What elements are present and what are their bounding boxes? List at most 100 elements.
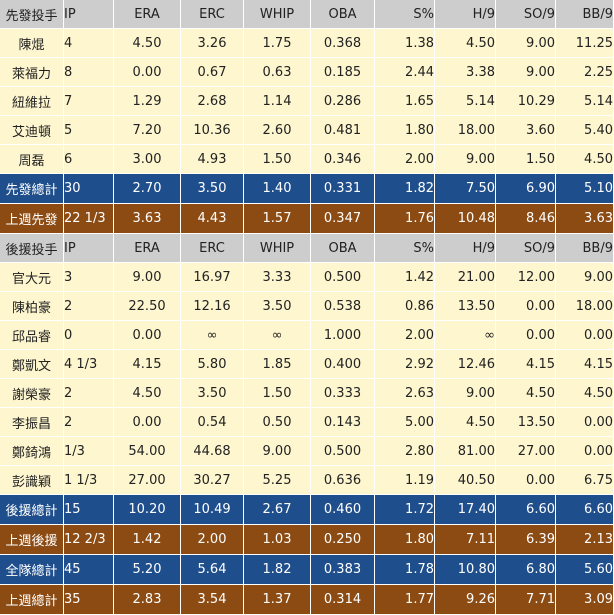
reliever-row-ip-cell: 1 1/3 bbox=[64, 466, 114, 495]
starters-header-row-h9-cell: H/9 bbox=[435, 0, 496, 29]
total-row-era-cell: 2.83 bbox=[114, 585, 181, 615]
starter-row-erc-cell: 10.36 bbox=[181, 116, 244, 145]
reliever-row-bb9-cell: 6.75 bbox=[556, 466, 614, 495]
reliever-row: 鄭錡鴻 1/3 54.00 44.68 9.00 0.500 2.80 81.00 27.00 0… bbox=[0, 437, 614, 466]
total-row-erc-cell: 2.00 bbox=[181, 525, 244, 555]
total-row-so9-cell: 6.39 bbox=[496, 525, 556, 555]
starters-header-row-erc-cell: ERC bbox=[181, 0, 244, 29]
total-row-bb9-cell: 5.60 bbox=[556, 555, 614, 585]
total-row-ip-cell: 45 bbox=[64, 555, 114, 585]
starter-row-ip-cell: 8 bbox=[64, 58, 114, 87]
reliever-row-whip-cell: 1.85 bbox=[244, 350, 311, 379]
reliever-row-ip-cell: 1/3 bbox=[64, 437, 114, 466]
starter-last-week-row-pitcher-cell: 上週先發 bbox=[0, 204, 64, 234]
starters-header-row-so9-cell: SO/9 bbox=[496, 0, 556, 29]
starter-last-week-row-whip-cell: 1.57 bbox=[244, 204, 311, 234]
total-row-ip-cell: 15 bbox=[64, 495, 114, 525]
starters-header-row-strand-pct-cell: S% bbox=[375, 0, 435, 29]
starter-row-oba-cell: 0.286 bbox=[311, 87, 375, 116]
starter-row-strand-pct-cell: 1.65 bbox=[375, 87, 435, 116]
starter-row-bb9-cell: 2.25 bbox=[556, 58, 614, 87]
starter-row-so9-cell: 9.00 bbox=[496, 29, 556, 58]
reliever-row-whip-cell: 1.50 bbox=[244, 379, 311, 408]
reliever-row-pitcher-cell: 陳柏豪 bbox=[0, 292, 64, 321]
total-row-bb9-cell: 2.13 bbox=[556, 525, 614, 555]
reliever-row: 官大元 3 9.00 16.97 3.33 0.500 1.42 21.00 12.00 9.00 bbox=[0, 263, 614, 292]
reliever-row-h9-cell: 21.00 bbox=[435, 263, 496, 292]
starter-row-whip-cell: 2.60 bbox=[244, 116, 311, 145]
starter-row-oba-cell: 0.481 bbox=[311, 116, 375, 145]
reliever-row-h9-cell: 40.50 bbox=[435, 466, 496, 495]
total-row-era-cell: 5.20 bbox=[114, 555, 181, 585]
reliever-row-era-cell: 0.00 bbox=[114, 408, 181, 437]
reliever-row-h9-cell: 9.00 bbox=[435, 379, 496, 408]
relievers-header-row-bb9-cell: BB/9 bbox=[556, 234, 614, 263]
starter-row-era-cell: 3.00 bbox=[114, 145, 181, 174]
reliever-row-era-cell: 27.00 bbox=[114, 466, 181, 495]
reliever-row-pitcher-cell: 鄭凱文 bbox=[0, 350, 64, 379]
total-row: 上週後援 12 2/3 1.42 2.00 1.03 0.250 1.80 7.11 6.39 2… bbox=[0, 525, 614, 555]
reliever-row-erc-cell: ∞ bbox=[181, 321, 244, 350]
reliever-row-strand-pct-cell: 2.63 bbox=[375, 379, 435, 408]
total-row-era-cell: 10.20 bbox=[114, 495, 181, 525]
starters-header-row-oba-cell: OBA bbox=[311, 0, 375, 29]
reliever-row-era-cell: 22.50 bbox=[114, 292, 181, 321]
reliever-row-strand-pct-cell: 5.00 bbox=[375, 408, 435, 437]
starter-row-pitcher-cell: 萊福力 bbox=[0, 58, 64, 87]
reliever-row-era-cell: 9.00 bbox=[114, 263, 181, 292]
starter-row-ip-cell: 5 bbox=[64, 116, 114, 145]
reliever-row: 彭識穎 1 1/3 27.00 30.27 5.25 0.636 1.19 40.50 0.00… bbox=[0, 466, 614, 495]
reliever-row-oba-cell: 1.000 bbox=[311, 321, 375, 350]
total-row: 上週總計 35 2.83 3.54 1.37 0.314 1.77 9.26 7.71 3.09 bbox=[0, 585, 614, 615]
total-row-whip-cell: 1.82 bbox=[244, 555, 311, 585]
relievers-header-row-erc-cell: ERC bbox=[181, 234, 244, 263]
reliever-row-so9-cell: 12.00 bbox=[496, 263, 556, 292]
starter-row: 陳焜 4 4.50 3.26 1.75 0.368 1.38 4.50 9.00 11.25 bbox=[0, 29, 614, 58]
total-row-whip-cell: 1.37 bbox=[244, 585, 311, 615]
reliever-row-pitcher-cell: 謝榮豪 bbox=[0, 379, 64, 408]
starter-last-week-row-h9-cell: 10.48 bbox=[435, 204, 496, 234]
reliever-row-bb9-cell: 0.00 bbox=[556, 321, 614, 350]
starter-total-row-bb9-cell: 5.10 bbox=[556, 174, 614, 204]
reliever-row-ip-cell: 4 1/3 bbox=[64, 350, 114, 379]
reliever-row-oba-cell: 0.333 bbox=[311, 379, 375, 408]
reliever-row-so9-cell: 0.00 bbox=[496, 292, 556, 321]
reliever-row-strand-pct-cell: 2.80 bbox=[375, 437, 435, 466]
reliever-row-ip-cell: 0 bbox=[64, 321, 114, 350]
relievers-header-row-whip-cell: WHIP bbox=[244, 234, 311, 263]
total-row-pitcher-cell: 上週後援 bbox=[0, 525, 64, 555]
reliever-row-bb9-cell: 4.15 bbox=[556, 350, 614, 379]
total-row-whip-cell: 2.67 bbox=[244, 495, 311, 525]
starter-row-ip-cell: 6 bbox=[64, 145, 114, 174]
starter-total-row-erc-cell: 3.50 bbox=[181, 174, 244, 204]
reliever-row-era-cell: 4.50 bbox=[114, 379, 181, 408]
reliever-row-so9-cell: 0.00 bbox=[496, 466, 556, 495]
starter-row-so9-cell: 10.29 bbox=[496, 87, 556, 116]
reliever-row-ip-cell: 3 bbox=[64, 263, 114, 292]
starter-row-strand-pct-cell: 1.38 bbox=[375, 29, 435, 58]
relievers-header-row-pitcher-cell: 後援投手 bbox=[0, 234, 64, 263]
reliever-row-bb9-cell: 0.00 bbox=[556, 408, 614, 437]
starter-row-h9-cell: 5.14 bbox=[435, 87, 496, 116]
starter-last-week-row-oba-cell: 0.347 bbox=[311, 204, 375, 234]
reliever-row-pitcher-cell: 邱品睿 bbox=[0, 321, 64, 350]
starter-total-row-whip-cell: 1.40 bbox=[244, 174, 311, 204]
reliever-row-whip-cell: 9.00 bbox=[244, 437, 311, 466]
starter-row-oba-cell: 0.368 bbox=[311, 29, 375, 58]
total-row-h9-cell: 10.80 bbox=[435, 555, 496, 585]
starter-row-h9-cell: 4.50 bbox=[435, 29, 496, 58]
starter-row-whip-cell: 1.75 bbox=[244, 29, 311, 58]
starter-row-oba-cell: 0.185 bbox=[311, 58, 375, 87]
starter-row: 紐維拉 7 1.29 2.68 1.14 0.286 1.65 5.14 10.29 5.14 bbox=[0, 87, 614, 116]
reliever-row-oba-cell: 0.538 bbox=[311, 292, 375, 321]
reliever-row-ip-cell: 2 bbox=[64, 379, 114, 408]
starter-last-week-row-era-cell: 3.63 bbox=[114, 204, 181, 234]
total-row-strand-pct-cell: 1.80 bbox=[375, 525, 435, 555]
reliever-row: 謝榮豪 2 4.50 3.50 1.50 0.333 2.63 9.00 4.50 4.50 bbox=[0, 379, 614, 408]
total-row-strand-pct-cell: 1.78 bbox=[375, 555, 435, 585]
starter-row-erc-cell: 4.93 bbox=[181, 145, 244, 174]
starter-last-week-row: 上週先發 22 1/3 3.63 4.43 1.57 0.347 1.76 10.48 8.46… bbox=[0, 204, 614, 234]
starter-total-row-ip-cell: 30 bbox=[64, 174, 114, 204]
starters-header-row-era-cell: ERA bbox=[114, 0, 181, 29]
total-row-erc-cell: 10.49 bbox=[181, 495, 244, 525]
